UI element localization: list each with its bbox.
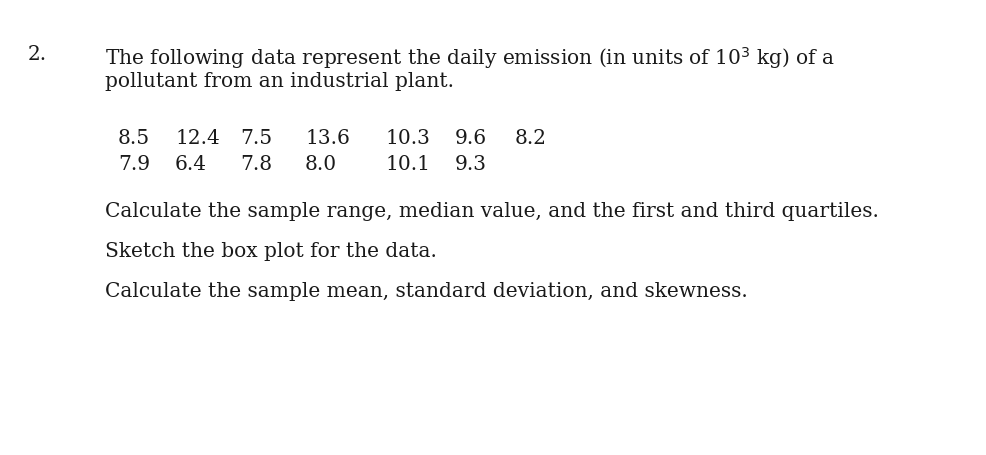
Text: 8.2: 8.2 (515, 129, 546, 148)
Text: Calculate the sample mean, standard deviation, and skewness.: Calculate the sample mean, standard devi… (105, 282, 747, 301)
Text: 7.9: 7.9 (118, 155, 150, 174)
Text: 9.6: 9.6 (455, 129, 487, 148)
Text: 7.8: 7.8 (240, 155, 272, 174)
Text: Sketch the box plot for the data.: Sketch the box plot for the data. (105, 242, 437, 261)
Text: 9.3: 9.3 (455, 155, 486, 174)
Text: 2.: 2. (28, 45, 47, 64)
Text: 6.4: 6.4 (175, 155, 207, 174)
Text: 12.4: 12.4 (175, 129, 220, 148)
Text: 13.6: 13.6 (305, 129, 349, 148)
Text: 8.0: 8.0 (305, 155, 337, 174)
Text: 10.3: 10.3 (385, 129, 430, 148)
Text: 7.5: 7.5 (240, 129, 272, 148)
Text: 10.1: 10.1 (385, 155, 430, 174)
Text: 8.5: 8.5 (118, 129, 150, 148)
Text: Calculate the sample range, median value, and the first and third quartiles.: Calculate the sample range, median value… (105, 202, 878, 221)
Text: pollutant from an industrial plant.: pollutant from an industrial plant. (105, 72, 454, 91)
Text: The following data represent the daily emission (in units of 10$^{3}$ kg) of a: The following data represent the daily e… (105, 45, 834, 71)
